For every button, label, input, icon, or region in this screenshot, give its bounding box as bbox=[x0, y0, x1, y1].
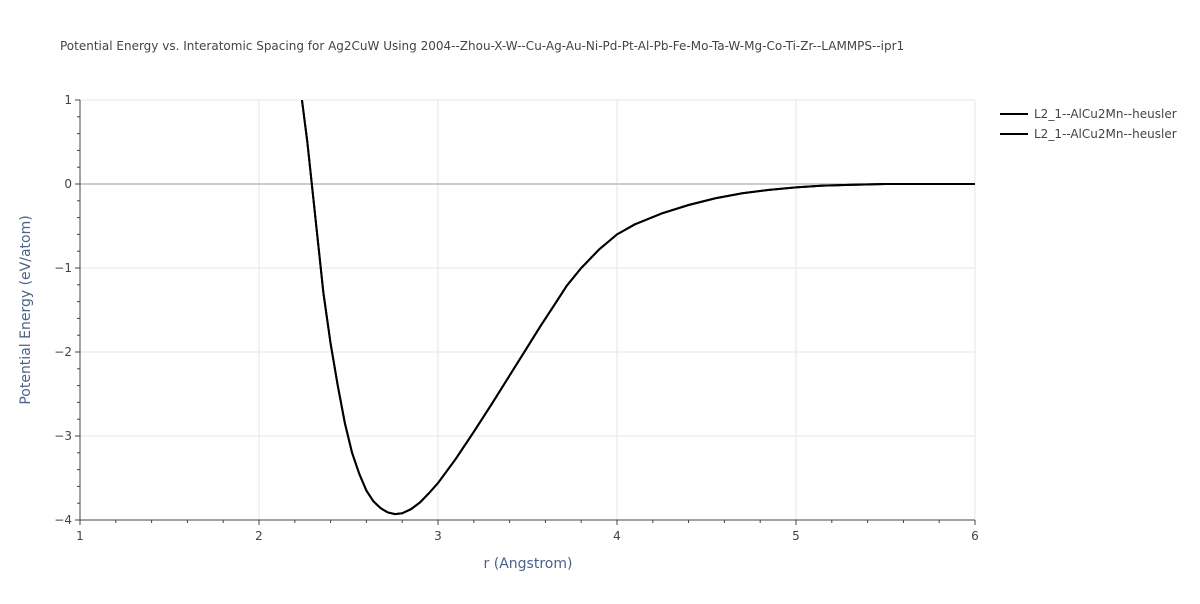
legend-item-1[interactable]: L2_1--AlCu2Mn--heusler bbox=[1000, 107, 1177, 121]
y-tick-label: 0 bbox=[64, 177, 72, 191]
x-axis-title: r (Angstrom) bbox=[484, 556, 573, 572]
y-tick-label: −2 bbox=[54, 345, 72, 359]
x-tick-label: 1 bbox=[76, 529, 84, 543]
legend[interactable]: L2_1--AlCu2Mn--heusler L2_1--AlCu2Mn--heu… bbox=[1000, 107, 1177, 141]
chart-title: Potential Energy vs. Interatomic Spacing… bbox=[60, 39, 904, 53]
series-layer bbox=[300, 100, 975, 516]
y-tick-label: −1 bbox=[54, 261, 72, 275]
y-axis-title: Potential Energy (eV/atom) bbox=[18, 215, 34, 404]
series-line-2 bbox=[300, 100, 975, 516]
x-tick-label: 4 bbox=[613, 529, 621, 543]
axis-layer: 1 2 3 4 5 6 −4 −3 −2 −1 0 1 bbox=[54, 93, 979, 543]
x-tick-label: 3 bbox=[434, 529, 442, 543]
x-tick-label: 2 bbox=[255, 529, 263, 543]
legend-item-2[interactable]: L2_1--AlCu2Mn--heusler bbox=[1000, 127, 1177, 141]
x-tick-label: 6 bbox=[971, 529, 979, 543]
legend-label: L2_1--AlCu2Mn--heusler bbox=[1034, 127, 1177, 141]
y-tick-label: −3 bbox=[54, 429, 72, 443]
x-tick-label: 5 bbox=[792, 529, 800, 543]
y-tick-label: 1 bbox=[64, 93, 72, 107]
y-tick-label: −4 bbox=[54, 513, 72, 527]
legend-label: L2_1--AlCu2Mn--heusler bbox=[1034, 107, 1177, 121]
